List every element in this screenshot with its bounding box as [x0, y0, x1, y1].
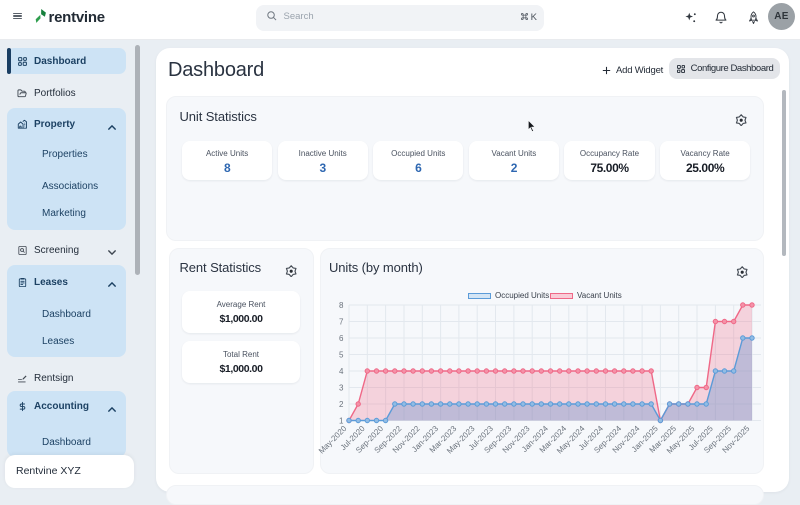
svg-text:1: 1 [339, 417, 344, 426]
svg-text:3: 3 [339, 384, 344, 393]
svg-text:6: 6 [339, 334, 344, 343]
svg-text:8: 8 [339, 301, 344, 310]
svg-text:5: 5 [339, 351, 344, 360]
svg-text:7: 7 [339, 318, 344, 327]
svg-text:2: 2 [339, 400, 344, 409]
svg-text:4: 4 [339, 367, 344, 376]
